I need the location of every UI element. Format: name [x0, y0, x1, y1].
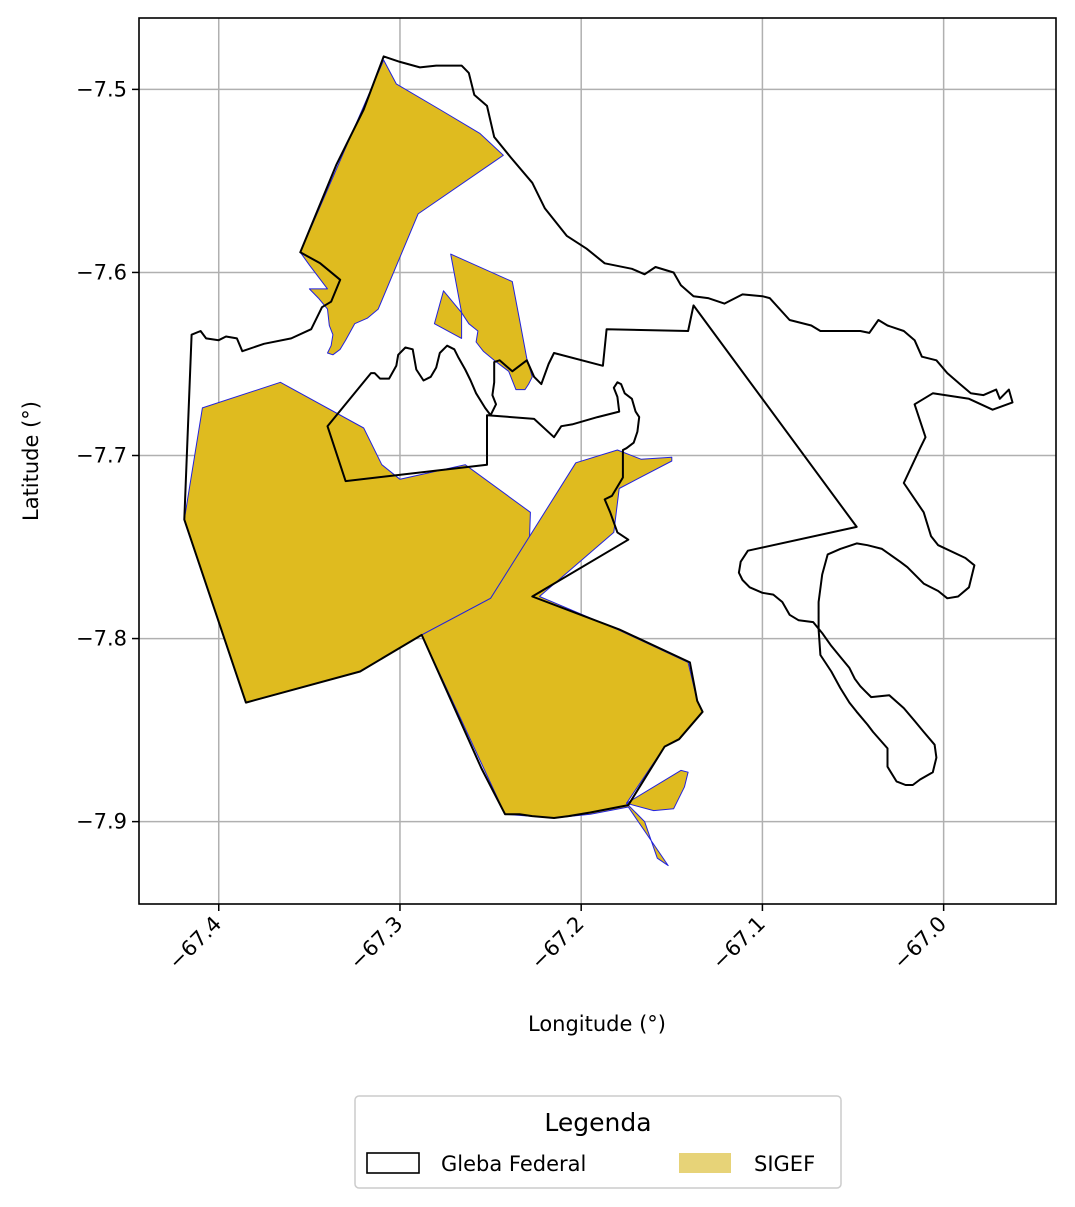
y-ticks: −7.5 −7.6 −7.7 −7.8 −7.9	[76, 77, 139, 834]
axes-frame	[138, 17, 1057, 905]
gleba-federal-layer	[183, 55, 1014, 819]
x-axis-title: Longitude (°)	[528, 1012, 666, 1036]
y-tick-label: −7.6	[76, 260, 127, 284]
y-axis-title: Latitude (°)	[19, 401, 43, 521]
sigef-parcel	[433, 290, 463, 339]
x-ticks: −67.4 −67.3 −67.2 −67.1 −67.0	[164, 904, 951, 974]
sigef-parcels-layer	[183, 59, 704, 867]
sigef-parcel	[450, 253, 533, 391]
gleba-federal-boundary	[183, 55, 1014, 819]
y-tick-label: −7.8	[76, 627, 127, 651]
x-tick-label: −67.4	[164, 912, 226, 974]
y-tick-label: −7.5	[76, 77, 127, 101]
y-tick-label: −7.7	[76, 444, 127, 468]
legend-sigef-swatch	[679, 1153, 731, 1173]
legend: Legenda Gleba Federal SIGEF	[354, 1095, 842, 1189]
legend-title: Legenda	[544, 1108, 651, 1137]
y-tick-label: −7.9	[76, 810, 127, 834]
sigef-parcel	[626, 769, 689, 812]
legend-sigef-label: SIGEF	[754, 1152, 815, 1176]
x-tick-label: −67.1	[707, 912, 769, 974]
legend-gleba-label: Gleba Federal	[441, 1152, 586, 1176]
sigef-parcel	[299, 59, 504, 356]
x-tick-label: −67.2	[526, 912, 588, 974]
x-tick-label: −67.0	[889, 912, 951, 974]
x-tick-label: −67.3	[345, 912, 407, 974]
legend-gleba-swatch	[366, 1152, 420, 1174]
